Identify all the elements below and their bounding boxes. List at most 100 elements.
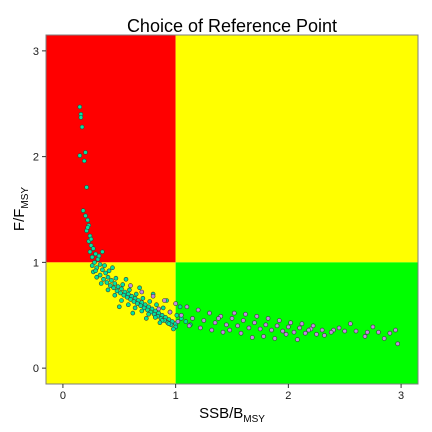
- points-layer: [77, 104, 401, 347]
- data-point: [87, 249, 93, 255]
- data-point: [131, 299, 137, 304]
- data-point: [119, 298, 124, 303]
- data-point: [232, 310, 237, 316]
- data-point: [127, 287, 132, 293]
- data-point: [101, 276, 106, 282]
- data-point: [110, 265, 115, 271]
- y-axis-label: F/FMSY: [11, 187, 31, 232]
- data-point: [128, 297, 133, 302]
- data-point: [184, 304, 190, 310]
- data-point: [113, 275, 119, 281]
- data-point: [336, 325, 342, 331]
- data-point: [295, 337, 300, 342]
- data-point: [79, 124, 85, 130]
- data-point: [88, 243, 94, 248]
- data-point: [272, 336, 278, 341]
- data-point: [381, 336, 387, 341]
- data-point: [85, 225, 90, 230]
- data-point: [319, 327, 325, 333]
- data-point: [139, 289, 145, 295]
- data-point: [370, 324, 376, 330]
- data-point: [88, 236, 94, 242]
- data-point: [89, 263, 95, 268]
- data-point: [117, 304, 122, 310]
- data-point: [179, 312, 184, 318]
- data-point: [306, 327, 312, 333]
- data-point: [376, 329, 381, 335]
- data-point: [328, 329, 334, 335]
- data-point: [78, 115, 84, 120]
- data-point: [114, 288, 120, 294]
- data-point: [140, 295, 146, 301]
- data-point: [77, 104, 83, 110]
- data-point: [299, 321, 305, 327]
- data-point: [241, 318, 246, 323]
- data-point: [145, 307, 150, 313]
- data-point: [102, 263, 107, 268]
- data-point: [111, 285, 116, 291]
- data-point: [124, 294, 130, 300]
- data-point: [132, 305, 138, 311]
- y-axis-label-sub: MSY: [20, 187, 31, 209]
- data-point: [146, 311, 151, 317]
- data-point: [118, 290, 123, 296]
- data-point: [288, 320, 293, 326]
- data-point: [91, 246, 96, 251]
- data-point: [314, 331, 319, 337]
- data-point: [265, 316, 271, 321]
- data-point: [243, 311, 248, 317]
- data-point: [387, 330, 393, 336]
- data-point: [123, 276, 129, 282]
- data-point: [186, 323, 192, 329]
- data-point: [96, 253, 102, 259]
- data-point: [138, 303, 143, 309]
- data-point: [120, 282, 125, 287]
- data-point: [100, 249, 105, 255]
- data-point: [280, 328, 286, 334]
- data-point: [257, 326, 263, 332]
- data-point: [94, 274, 99, 280]
- data-point: [302, 330, 308, 336]
- data-point: [177, 304, 183, 310]
- data-point: [83, 150, 88, 155]
- data-point: [286, 324, 291, 330]
- data-point: [139, 308, 145, 314]
- data-point: [353, 328, 359, 334]
- data-point: [77, 153, 83, 158]
- data-point: [119, 286, 124, 292]
- data-point: [183, 319, 189, 324]
- data-point: [157, 320, 163, 326]
- data-point: [115, 284, 121, 290]
- data-point: [224, 322, 229, 328]
- data-point: [261, 334, 266, 339]
- data-point: [174, 312, 180, 318]
- data-point: [108, 283, 113, 288]
- data-point: [144, 316, 149, 321]
- data-point: [173, 301, 178, 306]
- data-point: [283, 331, 289, 337]
- x-axis-label-main: SSB/B: [199, 405, 243, 422]
- series-s2: [128, 283, 401, 347]
- data-point: [198, 325, 203, 331]
- data-point: [92, 260, 97, 265]
- y-tick-label: 3: [33, 46, 39, 58]
- quadrant-overfished-and-overfishing: [46, 35, 176, 263]
- data-point: [190, 316, 195, 321]
- data-point: [220, 329, 226, 335]
- plot-border: [45, 34, 419, 385]
- data-point: [395, 341, 401, 347]
- data-point: [83, 213, 88, 219]
- data-point: [393, 327, 398, 333]
- data-point: [246, 325, 252, 331]
- data-point: [130, 310, 136, 316]
- data-point: [141, 305, 147, 311]
- data-point: [112, 281, 118, 286]
- data-point: [89, 254, 95, 260]
- y-tick-label: 1: [33, 257, 39, 269]
- data-point: [97, 272, 103, 278]
- x-axis-label: SSB/BMSY: [199, 405, 265, 425]
- data-point: [112, 292, 118, 298]
- data-point: [209, 327, 214, 333]
- x-axis-label-sub: MSY: [243, 414, 265, 425]
- data-point: [227, 327, 232, 333]
